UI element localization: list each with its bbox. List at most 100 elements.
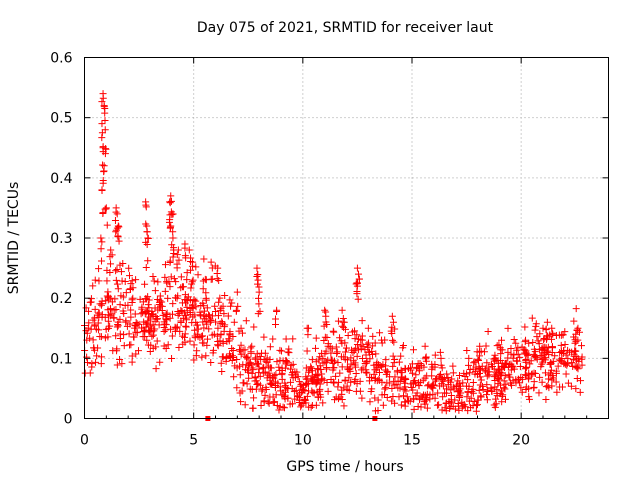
data-point — [127, 306, 135, 314]
data-point — [484, 368, 492, 376]
data-point — [200, 307, 208, 315]
data-point — [491, 403, 499, 411]
data-point — [287, 378, 295, 386]
data-point — [113, 323, 121, 331]
data-point — [358, 394, 366, 402]
data-point — [532, 354, 540, 362]
data-point — [538, 378, 546, 386]
data-point — [198, 353, 206, 361]
data-point — [97, 234, 105, 242]
data-point — [505, 373, 513, 381]
data-point — [576, 388, 584, 396]
data-point — [107, 260, 115, 268]
data-point — [160, 327, 168, 335]
data-point — [436, 371, 444, 379]
data-point — [98, 186, 106, 194]
data-point — [198, 332, 206, 340]
data-point — [101, 109, 109, 117]
data-point — [552, 378, 560, 386]
data-point — [372, 350, 380, 358]
data-point — [483, 372, 491, 380]
data-point — [262, 357, 270, 365]
data-point — [395, 358, 403, 366]
y-tick-label: 0.6 — [50, 51, 72, 67]
data-point — [150, 277, 158, 285]
data-point — [98, 353, 106, 361]
data-point — [395, 393, 403, 401]
data-point — [561, 360, 569, 368]
data-point — [99, 209, 107, 217]
data-point — [276, 383, 284, 391]
data-point — [301, 397, 309, 405]
data-point — [317, 376, 325, 384]
data-point — [271, 398, 279, 406]
data-point — [120, 310, 128, 318]
data-point — [349, 357, 357, 365]
data-point — [344, 332, 352, 340]
data-point — [449, 362, 457, 370]
data-point — [340, 402, 348, 410]
data-point — [564, 379, 572, 387]
data-point — [229, 347, 237, 355]
data-point — [113, 266, 121, 274]
data-point — [476, 342, 484, 350]
data-point — [92, 358, 100, 366]
data-point — [522, 356, 530, 364]
data-point — [99, 161, 107, 169]
data-point — [187, 266, 195, 274]
data-point — [254, 276, 262, 284]
data-point — [562, 370, 570, 378]
data-point — [237, 350, 245, 358]
data-point — [128, 352, 136, 360]
data-point — [116, 330, 124, 338]
data-point — [200, 302, 208, 310]
data-point — [303, 347, 311, 355]
data-point — [421, 400, 429, 408]
data-point — [146, 348, 154, 356]
data-point — [465, 382, 473, 390]
data-point — [198, 339, 206, 347]
data-point — [497, 350, 505, 358]
data-point — [110, 314, 118, 322]
grid — [84, 57, 609, 419]
data-point — [389, 362, 397, 370]
data-point — [371, 394, 379, 402]
y-tick-label: 0.2 — [50, 291, 72, 307]
data-point — [123, 322, 131, 330]
data-point — [400, 386, 408, 394]
data-point — [552, 332, 560, 340]
data-point — [249, 366, 257, 374]
data-point — [115, 223, 123, 231]
data-point — [501, 385, 509, 393]
data-point — [525, 393, 533, 401]
data-point — [526, 360, 534, 368]
data-point — [328, 345, 336, 353]
data-point — [194, 325, 202, 333]
data-point — [561, 328, 569, 336]
data-point — [406, 364, 414, 372]
data-point — [101, 117, 109, 125]
data-point — [125, 264, 133, 272]
data-point — [89, 316, 97, 324]
data-point — [435, 401, 443, 409]
data-point — [382, 370, 390, 378]
data-point — [309, 375, 317, 383]
data-point — [549, 357, 557, 365]
data-point — [207, 275, 215, 283]
data-point — [500, 377, 508, 385]
data-point — [108, 298, 116, 306]
data-point — [507, 360, 515, 368]
data-point — [516, 353, 524, 361]
data-point — [144, 301, 152, 309]
data-point — [308, 356, 316, 364]
data-point — [343, 344, 351, 352]
data-point — [263, 354, 271, 362]
data-point — [429, 384, 437, 392]
data-point — [249, 404, 257, 412]
data-point — [290, 387, 298, 395]
data-point — [106, 268, 114, 276]
data-point — [530, 384, 538, 392]
data-point — [498, 336, 506, 344]
data-point — [388, 384, 396, 392]
